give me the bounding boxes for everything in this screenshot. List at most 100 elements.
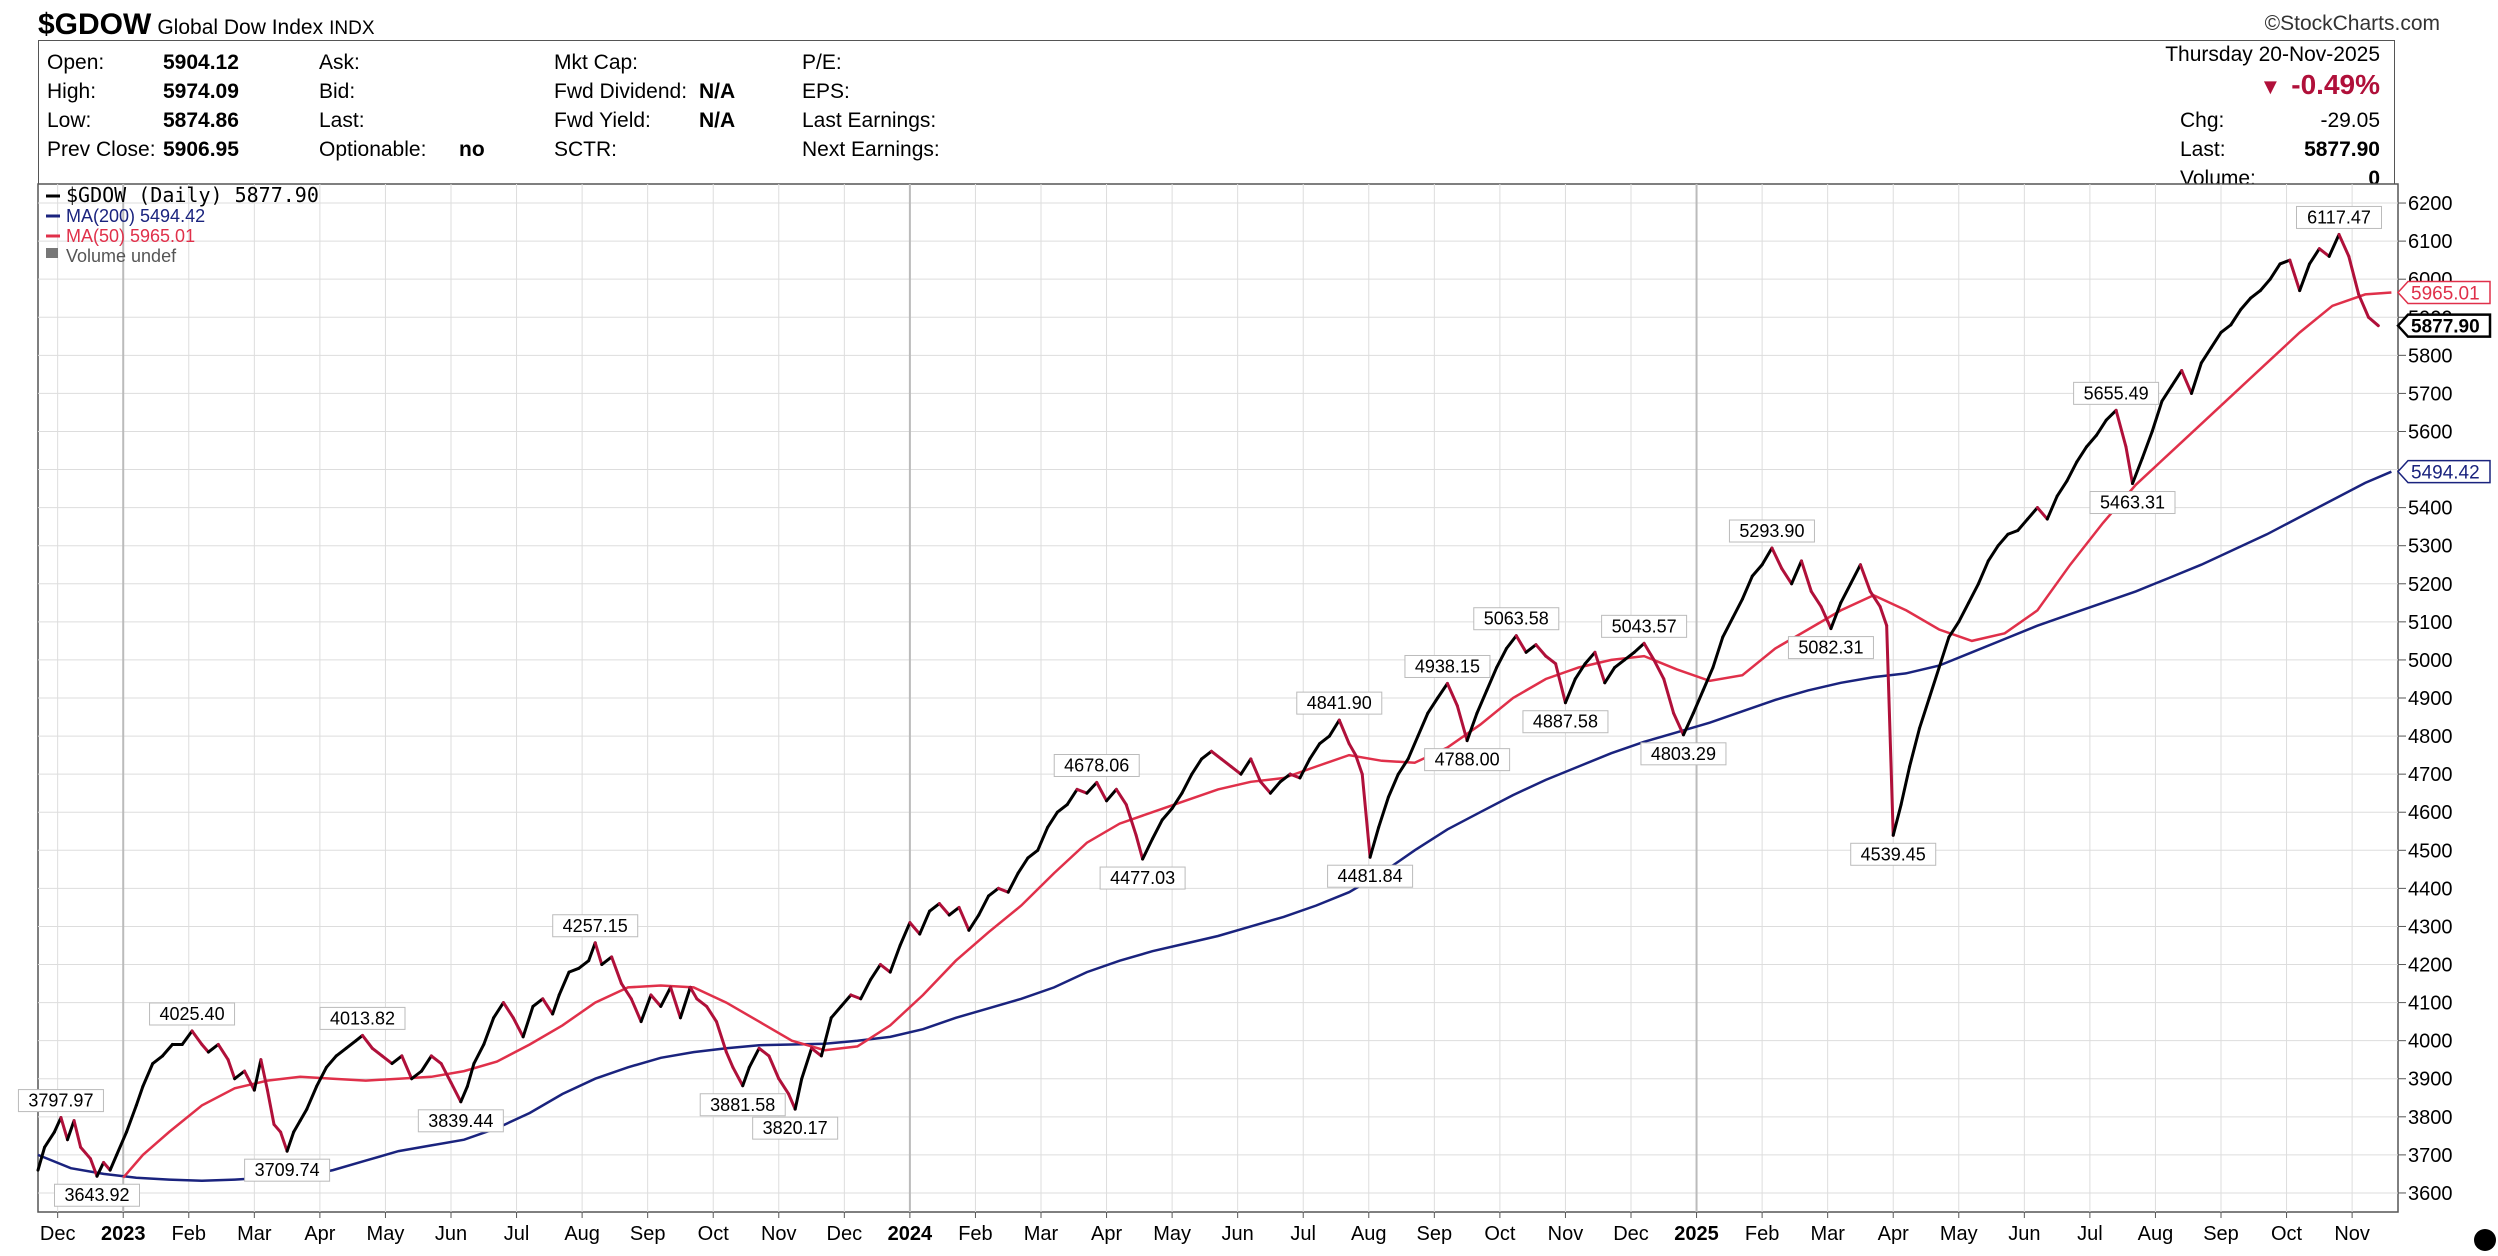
price-segment [1504,634,1518,651]
annotation-box [1640,742,1727,766]
annotation-box [1601,614,1688,638]
price-annotation: 4477.03 [1110,868,1175,888]
quote-label: Low: [47,109,92,132]
x-tick-label: Oct [2271,1223,2303,1245]
price-segment [1927,666,1941,700]
x-tick-label: Apr [304,1223,335,1245]
price-segment [1603,666,1617,685]
price-annotation: 5463.31 [2100,493,2165,513]
price-segment [161,1042,174,1058]
price-segment [629,997,643,1024]
annotation-box [54,1183,140,1207]
price-segment [1514,634,1528,654]
quote-label: Mkt Cap: [554,51,639,74]
price-segment [2357,292,2370,319]
price-segment [1967,582,1980,605]
price-segment [1790,559,1803,586]
price-annotation: 5082.31 [1798,638,1863,658]
annotation-box [1787,636,1874,660]
y-tick-label: 4600 [2408,802,2453,824]
ma200-line [37,470,2392,1183]
price-segment [1701,666,1715,692]
price-segment [1337,718,1351,746]
price-segment [390,1054,404,1066]
price-segment [344,1039,358,1050]
price-segment [2268,262,2282,281]
price-segment [577,959,591,970]
quote-label: EPS: [802,80,850,103]
y-tick-label: 4400 [2408,878,2453,900]
price-segment [1740,574,1754,601]
quote-value: 5906.95 [163,138,239,161]
chart-title: $GDOW Global Dow Index INDX [38,8,375,42]
price-annotation: 3820.17 [763,1118,828,1138]
x-tick-label: Mar [237,1223,272,1245]
price-segment [1124,803,1138,837]
x-tick-label: 2023 [101,1223,146,1245]
price-segment [324,1054,338,1069]
annotation-box [1327,864,1414,888]
price-segment [2327,232,2341,258]
price-segment [1360,772,1372,859]
price-segment [800,1046,814,1081]
annotation-box [1522,710,1609,734]
x-tick-label: Oct [698,1223,730,1245]
legend-entry: Volume undef [66,246,177,266]
price-segment [1016,856,1030,875]
last-value-tag [2396,313,2492,338]
price-segment [1318,734,1331,746]
price-segment [305,1084,319,1111]
annotation-box [1053,754,1140,778]
price-segment [1396,757,1410,776]
annotation-box [17,1089,104,1113]
price-segment [1160,806,1174,822]
price-segment [1642,641,1656,662]
price-segment [1868,589,1882,609]
price-segment [659,985,673,1008]
price-segment [102,1161,112,1172]
price-segment [593,941,604,967]
price-segment [2308,247,2321,266]
quote-value: 5974.09 [163,80,239,103]
annotation-box [417,1109,504,1133]
price-segment [88,1157,99,1178]
price-segment [233,1069,246,1081]
price-segment [1976,559,1990,586]
x-tick-label: Nov [761,1223,797,1245]
x-tick-label: May [1940,1223,1978,1245]
price-segment [1200,749,1213,761]
price-segment [1268,780,1282,795]
y-tick-label: 4100 [2408,993,2453,1015]
price-segment [1026,848,1040,860]
price-segment [2288,258,2302,293]
x-tick-label: Dec [1613,1223,1649,1245]
quote-value: no [459,138,485,161]
price-segment [1947,620,1961,639]
quote-label: Optionable: [319,138,427,161]
price-segment [898,921,912,947]
price-segment [1278,772,1292,784]
quote-value: 5877.90 [2304,138,2380,161]
price-segment [2124,445,2134,486]
copyright[interactable]: ©StockCharts.com [2264,12,2440,35]
price-segment [600,955,614,967]
x-tick-label: Sep [630,1223,666,1245]
x-tick-label: Mar [1024,1223,1059,1245]
price-segment [1885,624,1895,837]
price-segment [996,886,1010,894]
quote-right-row: Last: 5877.90 [2180,138,2380,162]
price-segment [243,1069,256,1092]
price-segment [2131,456,2144,486]
price-segment [2075,445,2089,464]
price-segment [1899,765,1912,807]
price-segment [52,1116,63,1134]
price-segment [472,1042,486,1066]
price-segment [928,902,941,913]
price-segment [1957,601,1971,624]
price-segment [334,1046,348,1058]
price-segment [125,1103,138,1134]
quote-label: Last: [319,109,365,132]
price-segment [2045,494,2059,521]
price-segment [2278,258,2292,266]
